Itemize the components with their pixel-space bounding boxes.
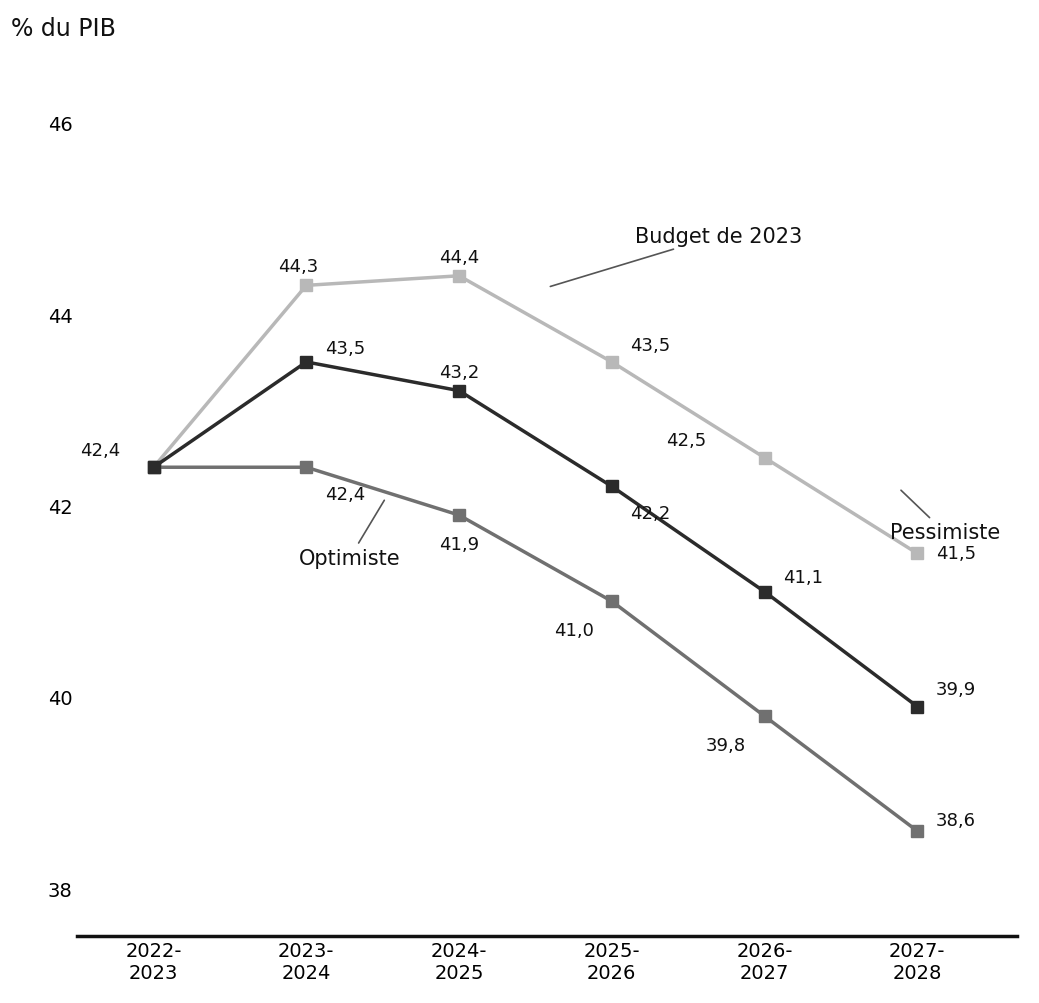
Text: % du PIB: % du PIB [11, 17, 116, 41]
Text: 41,5: 41,5 [936, 545, 976, 563]
Text: 38,6: 38,6 [936, 810, 976, 828]
Text: 44,3: 44,3 [278, 258, 319, 276]
Text: Budget de 2023: Budget de 2023 [551, 227, 802, 287]
Text: Optimiste: Optimiste [298, 500, 400, 569]
Text: 41,0: 41,0 [554, 621, 593, 639]
Text: Pessimiste: Pessimiste [889, 490, 1001, 543]
Text: 41,9: 41,9 [439, 536, 479, 554]
Text: 39,9: 39,9 [936, 681, 976, 699]
Text: 41,1: 41,1 [783, 569, 823, 587]
Text: 42,4: 42,4 [80, 441, 119, 459]
Text: 42,4: 42,4 [324, 485, 365, 504]
Text: 39,8: 39,8 [707, 736, 746, 754]
Text: 43,5: 43,5 [630, 336, 670, 354]
Text: 43,5: 43,5 [324, 339, 365, 357]
Text: 44,4: 44,4 [438, 249, 479, 267]
Text: 43,2: 43,2 [438, 363, 479, 381]
Text: 42,2: 42,2 [630, 505, 670, 523]
Text: 42,5: 42,5 [666, 432, 707, 450]
